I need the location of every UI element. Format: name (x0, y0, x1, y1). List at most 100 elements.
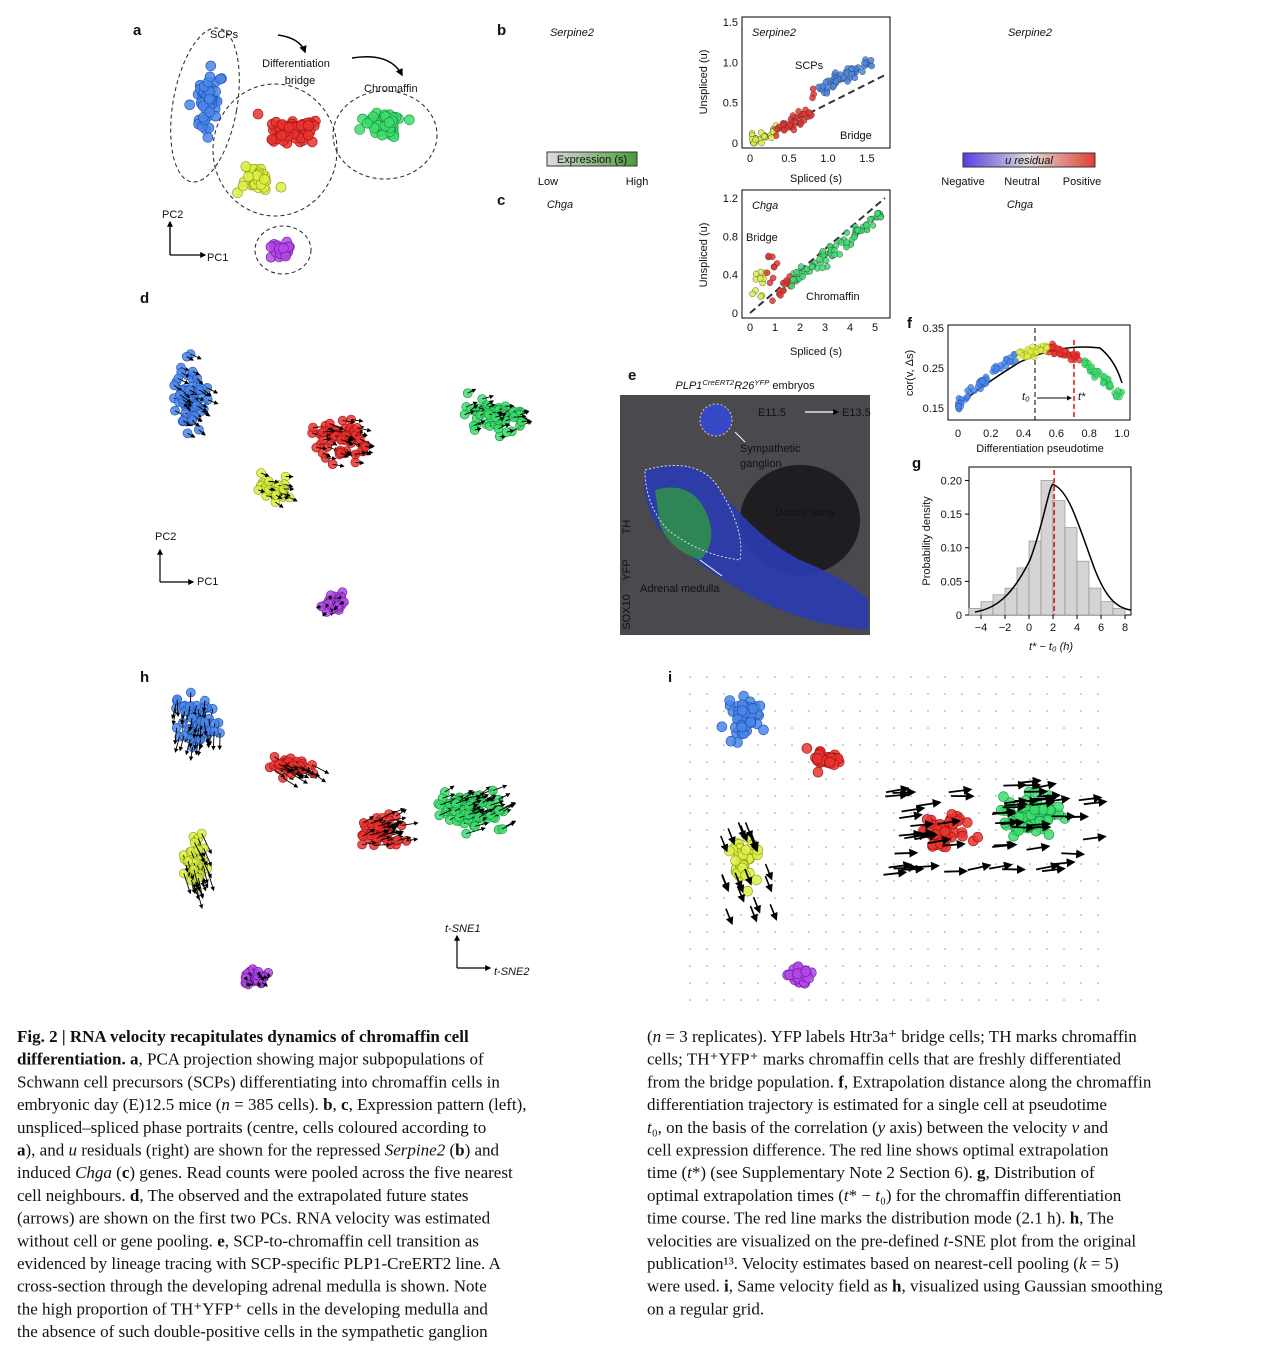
grid-point (910, 982, 912, 984)
cell (793, 268, 800, 276)
grid-point (1063, 880, 1065, 882)
grid-point (995, 744, 997, 746)
velocity-arrow (506, 429, 515, 434)
caption-line: optimal extrapolation times (t* − t₀) fo… (647, 1186, 1122, 1205)
velocity-arrow (194, 842, 205, 863)
cell (1006, 358, 1014, 366)
panel-label: e (628, 367, 636, 384)
grid-point (1063, 795, 1065, 797)
text-run: cell expression difference. The red line… (647, 1141, 1109, 1160)
velocity-arrow (179, 394, 192, 403)
text-run: cell neighbours. (17, 1186, 130, 1205)
grid-point (1029, 778, 1031, 780)
cell (830, 83, 837, 90)
grid-point (927, 948, 929, 950)
grid-point (978, 761, 980, 763)
velocity-arrow (256, 981, 261, 988)
cell (824, 756, 836, 768)
grid-point (774, 931, 776, 933)
layout (157, 16, 1132, 971)
x-tick-label: 0.6 (1049, 428, 1064, 440)
grid-point (825, 897, 827, 899)
grid-point (995, 863, 997, 865)
cell (763, 269, 771, 276)
y-tick-label: 0.20 (941, 475, 962, 487)
caption-line: cells; TH⁺YFP⁺ marks chromaffin cells th… (647, 1050, 1121, 1069)
grid-point (706, 999, 708, 1001)
grid-point (689, 761, 691, 763)
grid-point (995, 727, 997, 729)
grid-point (1063, 693, 1065, 695)
grid-point (706, 948, 708, 950)
grid-point (1012, 982, 1014, 984)
label: Positive (1063, 176, 1102, 188)
histogram-bar (1016, 567, 1030, 616)
grid-point (740, 931, 742, 933)
velocity-arrow (944, 866, 969, 876)
text-run: time ( (647, 1163, 687, 1182)
label: Probability density (921, 496, 933, 586)
cell (840, 74, 847, 81)
caption-line: evidenced by lineage tracing with SCP-sp… (17, 1254, 502, 1273)
grid-point (1097, 693, 1099, 695)
velocity-arrow (260, 472, 270, 477)
grid-point (1046, 982, 1048, 984)
grid-point (1097, 710, 1099, 712)
velocity-arrow (900, 864, 925, 874)
velocity-arrow (193, 869, 200, 888)
grid-point (1097, 727, 1099, 729)
cell (1043, 829, 1055, 840)
grid-point (944, 812, 946, 814)
cell (716, 721, 728, 733)
grid-point (944, 676, 946, 678)
grid-point (1046, 761, 1048, 763)
grid-point (859, 846, 861, 848)
grid-point (774, 982, 776, 984)
grid-point (978, 914, 980, 916)
grid-point (808, 829, 810, 831)
grid-point (859, 710, 861, 712)
velocity-arrow (197, 877, 205, 899)
cell (816, 256, 823, 263)
cell (766, 279, 774, 286)
grid-point (842, 999, 844, 1001)
velocity-arrow (365, 444, 374, 450)
text-run: publication¹³. Velocity estimates based … (647, 1254, 1079, 1273)
text-run: the absence of such double-positive cell… (17, 1322, 488, 1341)
label: Bridge (746, 232, 778, 244)
cell (1101, 373, 1108, 380)
grid-point (1012, 761, 1014, 763)
grid-point (961, 931, 963, 933)
fit-line (749, 197, 886, 314)
grid-point (1029, 693, 1031, 695)
grid-point (995, 880, 997, 882)
grid-point (1012, 676, 1014, 678)
text-run: ₀) for the chromaffin differentiation (880, 1186, 1122, 1205)
grid-point (859, 727, 861, 729)
x-tick-label: 1.5 (859, 153, 874, 165)
text-run: cross-section through the developing adr… (17, 1277, 487, 1296)
grid-point (1097, 897, 1099, 899)
cell (215, 73, 226, 85)
grid-point (893, 778, 895, 780)
velocity-arrow (1083, 797, 1108, 807)
cell (736, 721, 748, 733)
velocity-arrow (196, 739, 202, 757)
grid-point (689, 914, 691, 916)
grid-point (757, 693, 759, 695)
cell (789, 276, 797, 283)
grid-point (740, 812, 742, 814)
cell (786, 121, 794, 129)
cell (795, 108, 802, 115)
grid-point (1097, 795, 1099, 797)
text-run: residuals (right) are shown for the repr… (77, 1141, 385, 1160)
cell (874, 210, 881, 217)
y-tick-label: 0.10 (941, 543, 962, 555)
cell (861, 59, 868, 67)
velocity-arrow (727, 828, 736, 845)
grid-point (723, 914, 725, 916)
cell (740, 844, 752, 856)
cell (819, 264, 826, 272)
caption-line: embryonic day (E)12.5 mice (n = 385 cell… (17, 1095, 527, 1114)
